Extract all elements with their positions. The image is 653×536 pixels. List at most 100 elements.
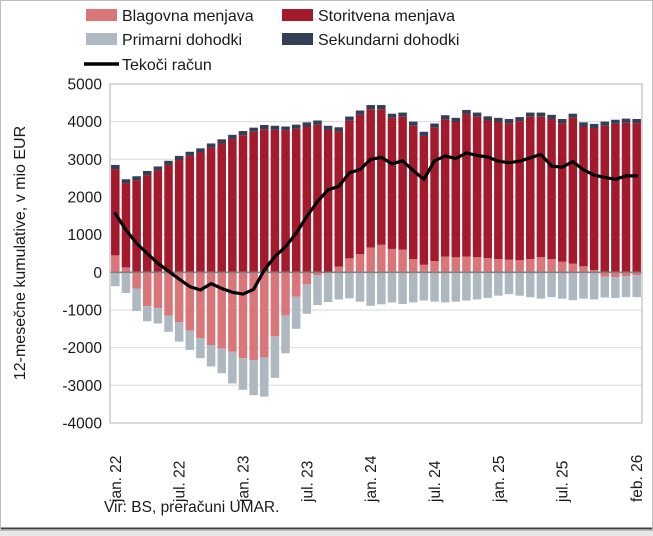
storitvena-menjava-bar-m5 <box>164 164 173 273</box>
sekundarni-dohodki-bar-m23 <box>355 110 365 115</box>
blagovna-menjava-bar-m38 <box>515 260 524 273</box>
sekundarni-dohodki-bar-m7 <box>185 151 195 156</box>
sekundarni-dohodki-bar-m42 <box>557 118 567 124</box>
primarni-dohodki-bar-m47 <box>611 277 620 298</box>
primarni-dohodki-bar-m21 <box>334 272 344 300</box>
blagovna-menjava-bar-m32 <box>451 257 461 273</box>
blagovna-menjava-bar-m23 <box>355 254 365 273</box>
storitvena-menjava-bar-m28 <box>408 125 418 260</box>
primarni-dohodki-bar-m1 <box>121 272 131 294</box>
sekundarni-dohodki-bar-m15 <box>270 125 280 130</box>
primarni-dohodki-bar-m24 <box>366 272 375 306</box>
sekundarni-dohodki-bar-m27 <box>398 112 407 117</box>
sekundarni-dohodki-bar-m8 <box>196 148 205 153</box>
sekundarni-dohodki-bar-m0 <box>111 164 120 170</box>
x-tick-label-jan-24: jan. 24 <box>363 455 380 503</box>
primarni-dohodki-bar-m37 <box>504 272 514 295</box>
storitvena-menjava-bar-m33 <box>462 114 471 257</box>
blagovna-menjava-bar-m3 <box>142 272 152 307</box>
blagovna-menjava-bar-m47 <box>611 272 620 278</box>
storitvena-menjava-bar-m19 <box>313 124 322 273</box>
sekundarni-dohodki-bar-m12 <box>238 131 248 136</box>
sekundarni-dohodki-bar-m20 <box>323 125 333 130</box>
sekundarni-dohodki-bar-m47 <box>611 119 620 124</box>
blagovna-menjava-bar-m22 <box>345 258 354 273</box>
sekundarni-dohodki-bar-m35 <box>483 116 492 121</box>
blagovna-menjava-bar-m46 <box>600 272 610 277</box>
primarni-dohodki-bar-m19 <box>313 275 322 306</box>
plot-area: 5000 4000 3000 2000 1000 0 -1000 -2000 -3000 -400… <box>62 76 646 503</box>
y-tick-label--1000: -1000 <box>62 302 102 319</box>
blagovna-menjava-bar-m5 <box>164 272 173 316</box>
y-tick-label-1000: 1000 <box>68 227 103 244</box>
sekundarni-dohodki-bar-m24 <box>366 105 375 110</box>
storitvena-menjava-bar-m4 <box>153 170 163 273</box>
primarni-dohodki-bar-m35 <box>483 272 492 298</box>
blagovna-menjava-bar-m40 <box>536 257 546 273</box>
storitvena-menjava-bar-m25 <box>377 109 386 245</box>
blagovna-menjava-bar-m25 <box>377 244 386 273</box>
primarni-dohodki-bar-m36 <box>494 272 503 296</box>
legend-swatch-storitvena <box>282 9 313 21</box>
storitvena-menjava-bar-m11 <box>228 138 237 273</box>
primarni-dohodki-bar-m18 <box>302 284 312 314</box>
sekundarni-dohodki-bar-m33 <box>462 109 471 115</box>
primarni-dohodki-bar-m33 <box>462 272 471 301</box>
legend-swatch-blagovna <box>86 9 117 21</box>
blagovna-menjava-bar-m10 <box>217 272 226 349</box>
sekundarni-dohodki-bar-m49 <box>632 118 641 124</box>
legend-label-primarni: Primarni dohodki <box>122 32 242 49</box>
blagovna-menjava-bar-m43 <box>568 263 578 273</box>
primarni-dohodki-bar-m7 <box>185 330 195 350</box>
x-tick-label-jul-25: jul. 25 <box>555 461 572 503</box>
primarni-dohodki-bar-m16 <box>281 315 290 354</box>
storitvena-menjava-bar-m49 <box>632 123 641 273</box>
sekundarni-dohodki-bar-m29 <box>419 131 429 136</box>
primarni-dohodki-bar-m34 <box>472 272 482 300</box>
storitvena-menjava-bar-m7 <box>185 155 195 273</box>
primarni-dohodki-bar-m12 <box>238 358 248 390</box>
storitvena-menjava-bar-m6 <box>174 160 184 273</box>
legend-label-sekundarni: Sekundarni dohodki <box>318 32 459 49</box>
storitvena-menjava-bar-m48 <box>621 122 631 273</box>
blagovna-menjava-bar-m18 <box>302 272 312 285</box>
y-tick-label-4000: 4000 <box>68 114 103 131</box>
legend-label-storitvena: Storitvena menjava <box>318 8 455 25</box>
blagovna-menjava-bar-m33 <box>462 256 471 273</box>
x-tick-label-jan-25: jan. 25 <box>491 455 508 503</box>
storitvena-menjava-bar-m30 <box>430 127 439 261</box>
storitvena-menjava-bar-m45 <box>589 128 599 271</box>
storitvena-menjava-bar-m2 <box>132 180 141 273</box>
sekundarni-dohodki-bar-m40 <box>536 112 546 117</box>
storitvena-menjava-bar-m37 <box>504 123 514 260</box>
sekundarni-dohodki-bar-m18 <box>302 122 312 127</box>
y-tick-label-2000: 2000 <box>68 189 103 206</box>
legend-label-tekoci-racun: Tekoči račun <box>122 57 212 74</box>
blagovna-menjava-bar-m48 <box>621 272 631 277</box>
storitvena-menjava-bar-m44 <box>579 126 588 267</box>
y-tick-label-3000: 3000 <box>68 152 103 169</box>
sekundarni-dohodki-bar-m16 <box>281 126 290 131</box>
sekundarni-dohodki-bar-m32 <box>451 117 461 122</box>
blagovna-menjava-bar-m27 <box>398 249 407 273</box>
storitvena-menjava-bar-m29 <box>419 135 429 265</box>
blagovna-menjava-bar-m7 <box>185 272 195 331</box>
primarni-dohodki-bar-m29 <box>419 272 429 301</box>
sekundarni-dohodki-bar-m41 <box>547 114 556 119</box>
storitvena-menjava-bar-m20 <box>323 129 333 273</box>
sekundarni-dohodki-bar-m26 <box>387 113 397 118</box>
primarni-dohodki-bar-m46 <box>600 276 610 298</box>
primarni-dohodki-bar-m48 <box>621 276 631 298</box>
blagovna-menjava-bar-m44 <box>579 266 588 273</box>
storitvena-menjava-bar-m10 <box>217 143 226 273</box>
primarni-dohodki-bar-m45 <box>589 272 599 300</box>
sekundarni-dohodki-bar-m46 <box>600 121 610 126</box>
blagovna-menjava-bar-m24 <box>366 247 375 273</box>
primarni-dohodki-bar-m6 <box>174 322 184 342</box>
storitvena-menjava-bar-m13 <box>249 131 258 273</box>
sekundarni-dohodki-bar-m31 <box>440 115 450 120</box>
primarni-dohodki-bar-m2 <box>132 288 141 312</box>
primarni-dohodki-bar-m23 <box>355 272 365 302</box>
blagovna-menjava-bar-m11 <box>228 272 237 352</box>
